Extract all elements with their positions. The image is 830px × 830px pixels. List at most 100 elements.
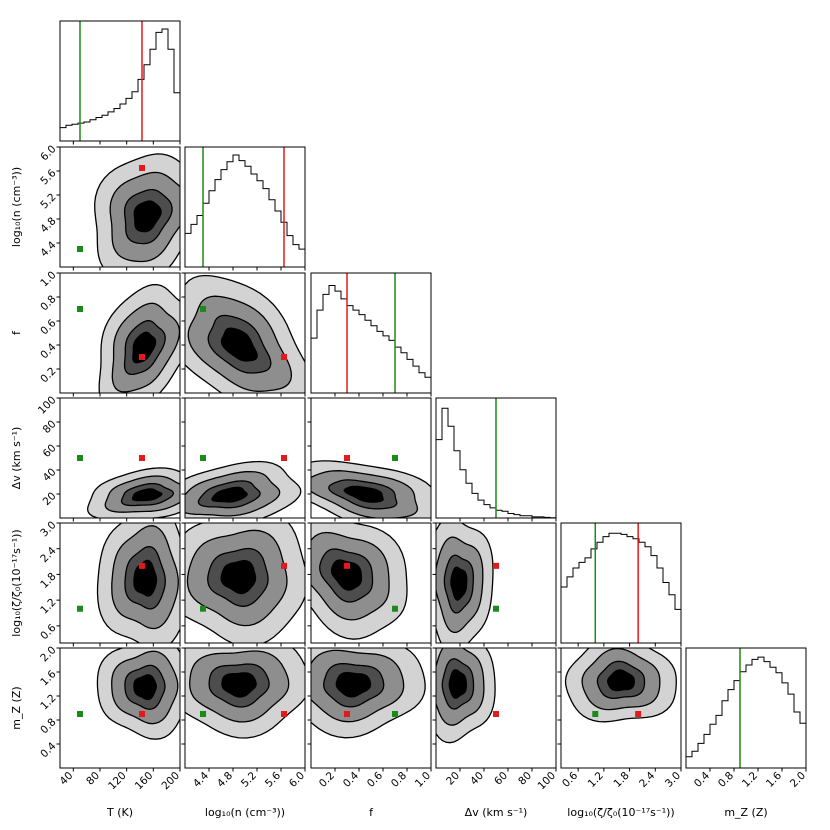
contour-panel-3-0 xyxy=(86,467,180,518)
contour-level-3 xyxy=(221,672,257,698)
green-marker-4-1 xyxy=(200,605,206,612)
contour-panel-4-1 xyxy=(185,523,305,643)
y-tick-label: 80 xyxy=(41,418,59,436)
panel-frame-2-1 xyxy=(184,272,306,394)
y-tick-label: 3.0 xyxy=(38,519,58,539)
panel-frame-4-3 xyxy=(435,522,557,644)
green-marker-5-1 xyxy=(200,711,206,717)
contour-panel-3-1 xyxy=(185,460,302,518)
red-marker-2-0 xyxy=(139,354,145,360)
contour-panel-3-2 xyxy=(311,460,431,518)
red-marker-5-3 xyxy=(493,711,499,717)
histogram-dv xyxy=(436,407,556,519)
green-marker-3-0 xyxy=(77,455,83,461)
y-axis-label-zeta: log₁₀(ζ/ζ₀(10⁻¹⁷s⁻¹)) xyxy=(10,529,23,636)
x-tick-label: 120 xyxy=(106,770,129,793)
red-marker-2-1 xyxy=(281,354,287,360)
x-tick-label: 0.8 xyxy=(716,770,736,790)
green-marker-5-0 xyxy=(77,711,83,717)
histogram-T xyxy=(60,28,180,129)
y-tick-label: 0.4 xyxy=(38,740,59,761)
x-tick-label: 0.8 xyxy=(389,770,409,790)
panel-frame-0-0 xyxy=(59,20,181,142)
x-tick-label: 4.8 xyxy=(215,770,235,790)
contour-level-3 xyxy=(220,327,258,362)
contour-panel-4-3 xyxy=(436,523,494,643)
y-tick-label: 5.6 xyxy=(38,167,59,188)
x-tick-label: 160 xyxy=(133,770,156,793)
x-tick-label: 40 xyxy=(58,770,76,788)
y-tick-label: 1.2 xyxy=(38,692,58,712)
y-tick-label: 2.4 xyxy=(38,545,59,566)
green-marker-5-4 xyxy=(592,711,599,717)
y-tick-label: 40 xyxy=(41,466,59,484)
green-marker-3-2 xyxy=(392,455,398,461)
y-tick-label: 0.8 xyxy=(38,293,58,313)
x-tick-label: 0.4 xyxy=(692,769,713,790)
x-tick-label: 20 xyxy=(444,770,462,788)
contour-panel-5-0 xyxy=(96,648,180,740)
red-marker-1-0 xyxy=(139,165,145,171)
panel-frame-5-3 xyxy=(435,647,557,769)
x-axis-label-dv: Δv (km s⁻¹) xyxy=(465,806,528,819)
green-marker-4-0 xyxy=(77,605,83,612)
contour-panel-5-3 xyxy=(436,648,496,744)
x-tick-label: 1.8 xyxy=(611,770,631,790)
y-tick-label: 1.6 xyxy=(38,668,59,689)
y-tick-label: 0.6 xyxy=(38,317,59,338)
y-tick-label: 1.8 xyxy=(38,571,58,591)
x-tick-label: 80 xyxy=(516,770,534,788)
y-axis-label-f: f xyxy=(10,330,23,335)
x-tick-label: 2.0 xyxy=(788,770,808,790)
x-tick-label: 1.2 xyxy=(586,770,606,790)
red-marker-4-0 xyxy=(139,562,145,569)
x-tick-label: 0.6 xyxy=(560,769,581,790)
panel-frame-3-2 xyxy=(310,397,432,519)
panel-frame-1-1 xyxy=(184,146,306,268)
panel-frame-5-2 xyxy=(310,647,432,769)
red-marker-4-3 xyxy=(493,562,499,569)
contour-panel-5-4 xyxy=(564,648,677,723)
contour-level-3 xyxy=(133,200,162,233)
corner-panels: 4.44.85.25.66.00.20.40.60.81.02040608010… xyxy=(10,20,808,819)
x-tick-label: 6.0 xyxy=(287,770,307,790)
panel-frame-3-3 xyxy=(435,397,557,519)
contour-level-3 xyxy=(133,559,158,597)
red-marker-4-2 xyxy=(344,562,350,569)
contour-panel-1-0 xyxy=(94,153,180,267)
panel-frame-3-0 xyxy=(59,397,181,519)
green-marker-4-3 xyxy=(493,605,499,612)
x-axis-label-T: T (K) xyxy=(106,806,133,819)
histogram-mz xyxy=(686,656,806,758)
red-marker-4-1 xyxy=(281,562,287,569)
contour-level-3 xyxy=(220,560,257,595)
y-tick-label: 0.4 xyxy=(38,341,59,362)
histogram-f xyxy=(311,285,431,378)
green-marker-2-1 xyxy=(200,306,206,312)
contour-level-3 xyxy=(330,559,363,591)
green-marker-2-0 xyxy=(77,306,83,312)
x-tick-label: 0.4 xyxy=(341,769,362,790)
x-tick-label: 3.0 xyxy=(663,770,683,790)
contour-level-3 xyxy=(131,488,163,502)
green-marker-4-2 xyxy=(392,605,398,612)
y-axis-label-logn: log₁₀(n (cm⁻³)) xyxy=(10,167,23,247)
y-tick-label: 6.0 xyxy=(38,143,58,163)
contour-level-3 xyxy=(335,671,372,698)
x-tick-label: 80 xyxy=(84,770,102,788)
x-tick-label: 5.6 xyxy=(263,769,284,790)
green-marker-5-2 xyxy=(392,711,398,717)
contour-panel-4-0 xyxy=(96,523,180,643)
contour-panel-5-1 xyxy=(185,648,305,739)
contour-level-3 xyxy=(211,486,248,503)
y-tick-label: 100 xyxy=(36,394,59,417)
contour-level-3 xyxy=(450,566,468,601)
y-tick-label: 20 xyxy=(41,490,59,508)
y-tick-label: 0.2 xyxy=(38,365,58,385)
x-tick-label: 1.2 xyxy=(740,770,760,790)
red-marker-3-1 xyxy=(281,455,287,461)
x-axis-label-mz: m_Z (Z) xyxy=(724,806,767,819)
contour-level-3 xyxy=(133,674,157,701)
green-marker-3-1 xyxy=(200,455,206,461)
panel-frame-2-0 xyxy=(59,272,181,394)
